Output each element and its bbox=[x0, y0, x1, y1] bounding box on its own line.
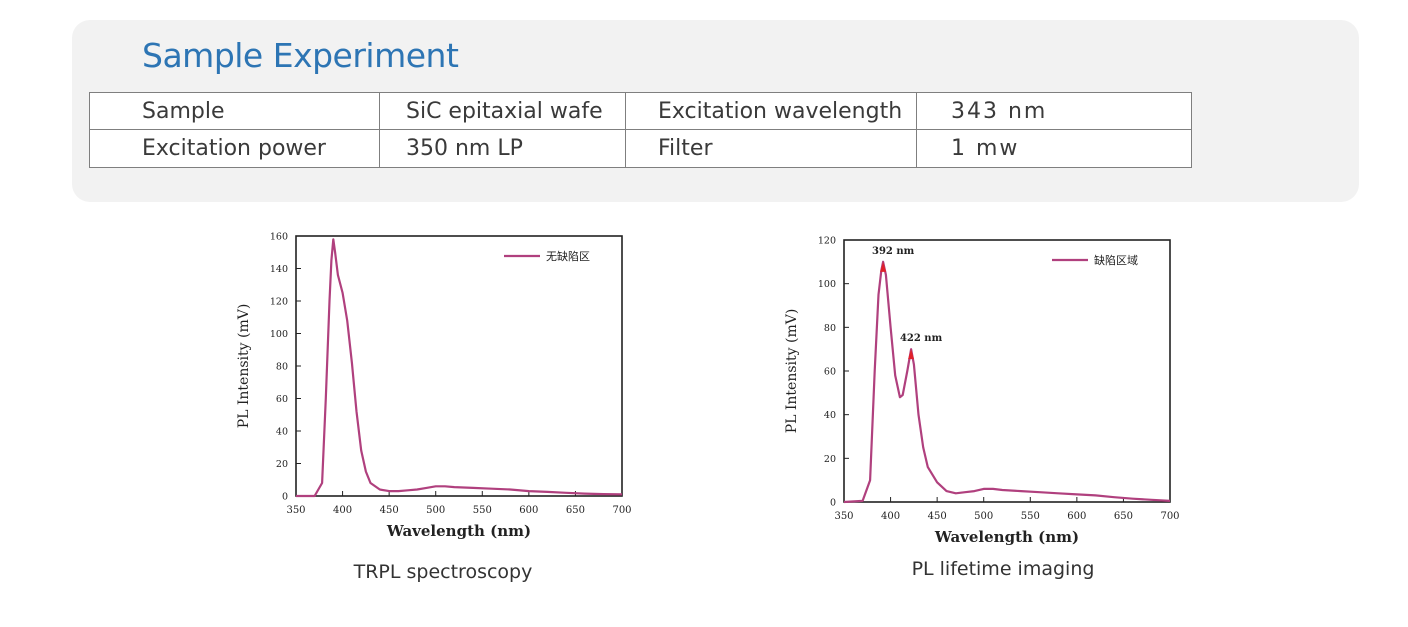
y-tick-label: 0 bbox=[830, 498, 836, 509]
y-tick-label: 120 bbox=[818, 236, 836, 247]
y-tick-label: 20 bbox=[824, 454, 836, 465]
y-axis-label: PL Intensity (mV) bbox=[784, 309, 800, 434]
chart-caption-trpl: TRPL spectroscopy bbox=[353, 561, 533, 583]
x-tick-label: 450 bbox=[928, 511, 947, 522]
y-tick-label: 0 bbox=[282, 492, 288, 503]
x-tick-label: 700 bbox=[1160, 511, 1179, 522]
y-tick-label: 40 bbox=[276, 427, 288, 438]
y-tick-label: 100 bbox=[270, 329, 288, 340]
x-axis-label: Wavelength (nm) bbox=[934, 528, 1079, 546]
table-cell: 350 nm LP bbox=[379, 129, 626, 168]
chart-svg: 350 400 450 500 550 600 650 700 0 20 40 60 80 100 120 W… bbox=[784, 236, 1180, 547]
x-tick-label: 650 bbox=[1114, 511, 1133, 522]
table-cell: Excitation wavelength bbox=[625, 92, 917, 130]
table-cell: 1 mw bbox=[916, 129, 1192, 168]
x-tick-label: 500 bbox=[426, 505, 445, 516]
y-tick-label: 60 bbox=[824, 367, 836, 378]
pl-lifetime-chart: 350 400 450 500 550 600 650 700 0 20 40 60 80 100 120 W… bbox=[778, 230, 1188, 560]
plot-frame bbox=[843, 239, 1171, 503]
x-tick-label: 450 bbox=[380, 505, 399, 516]
table-cell: Filter bbox=[625, 129, 917, 168]
y-tick-label: 20 bbox=[276, 459, 288, 470]
peak-label: 392 nm bbox=[872, 246, 915, 257]
y-tick-label: 120 bbox=[270, 297, 288, 308]
peak-label: 422 nm bbox=[900, 333, 943, 344]
x-tick-label: 350 bbox=[834, 511, 853, 522]
y-tick-label: 80 bbox=[824, 323, 836, 334]
section-title: Sample Experiment bbox=[142, 36, 459, 75]
x-tick-label: 350 bbox=[286, 505, 305, 516]
table-cell: Sample bbox=[89, 92, 380, 130]
table-cell: Excitation power bbox=[89, 129, 380, 168]
chart-caption-pl: PL lifetime imaging bbox=[911, 558, 1095, 580]
x-tick-label: 550 bbox=[1021, 511, 1040, 522]
trpl-chart: 350 400 450 500 550 600 650 700 0 20 40 60 80 100 120 1… bbox=[226, 230, 636, 550]
plot-frame bbox=[295, 235, 623, 497]
chart-svg: 350 400 450 500 550 600 650 700 0 20 40 60 80 100 120 1… bbox=[236, 232, 632, 541]
peak-marker bbox=[880, 261, 887, 272]
x-tick-label: 600 bbox=[1067, 511, 1086, 522]
x-tick-label: 500 bbox=[974, 511, 993, 522]
table-row: Excitation power 350 nm LP Filter 1 mw bbox=[89, 129, 1192, 168]
spec-table: Sample SiC epitaxial wafe Excitation wav… bbox=[89, 92, 1192, 168]
y-tick-label: 140 bbox=[270, 264, 288, 275]
x-tick-label: 400 bbox=[881, 511, 900, 522]
table-row: Sample SiC epitaxial wafe Excitation wav… bbox=[89, 92, 1192, 130]
x-tick-label: 650 bbox=[566, 505, 585, 516]
legend-label: 缺陷区域 bbox=[1094, 253, 1138, 267]
x-tick-label: 550 bbox=[473, 505, 492, 516]
legend-label: 无缺陷区 bbox=[546, 249, 590, 263]
y-tick-label: 160 bbox=[270, 232, 288, 243]
peak-marker bbox=[908, 349, 915, 360]
x-tick-label: 400 bbox=[333, 505, 352, 516]
table-cell: SiC epitaxial wafe bbox=[379, 92, 626, 130]
table-cell: 343 nm bbox=[916, 92, 1192, 130]
y-tick-label: 40 bbox=[824, 410, 836, 421]
x-axis-label: Wavelength (nm) bbox=[386, 522, 531, 540]
y-tick-label: 80 bbox=[276, 362, 288, 373]
y-tick-label: 60 bbox=[276, 394, 288, 405]
x-tick-label: 600 bbox=[519, 505, 538, 516]
series-line bbox=[296, 238, 623, 498]
y-tick-label: 100 bbox=[818, 279, 836, 290]
x-tick-label: 700 bbox=[612, 505, 631, 516]
y-axis-label: PL Intensity (mV) bbox=[236, 304, 252, 429]
